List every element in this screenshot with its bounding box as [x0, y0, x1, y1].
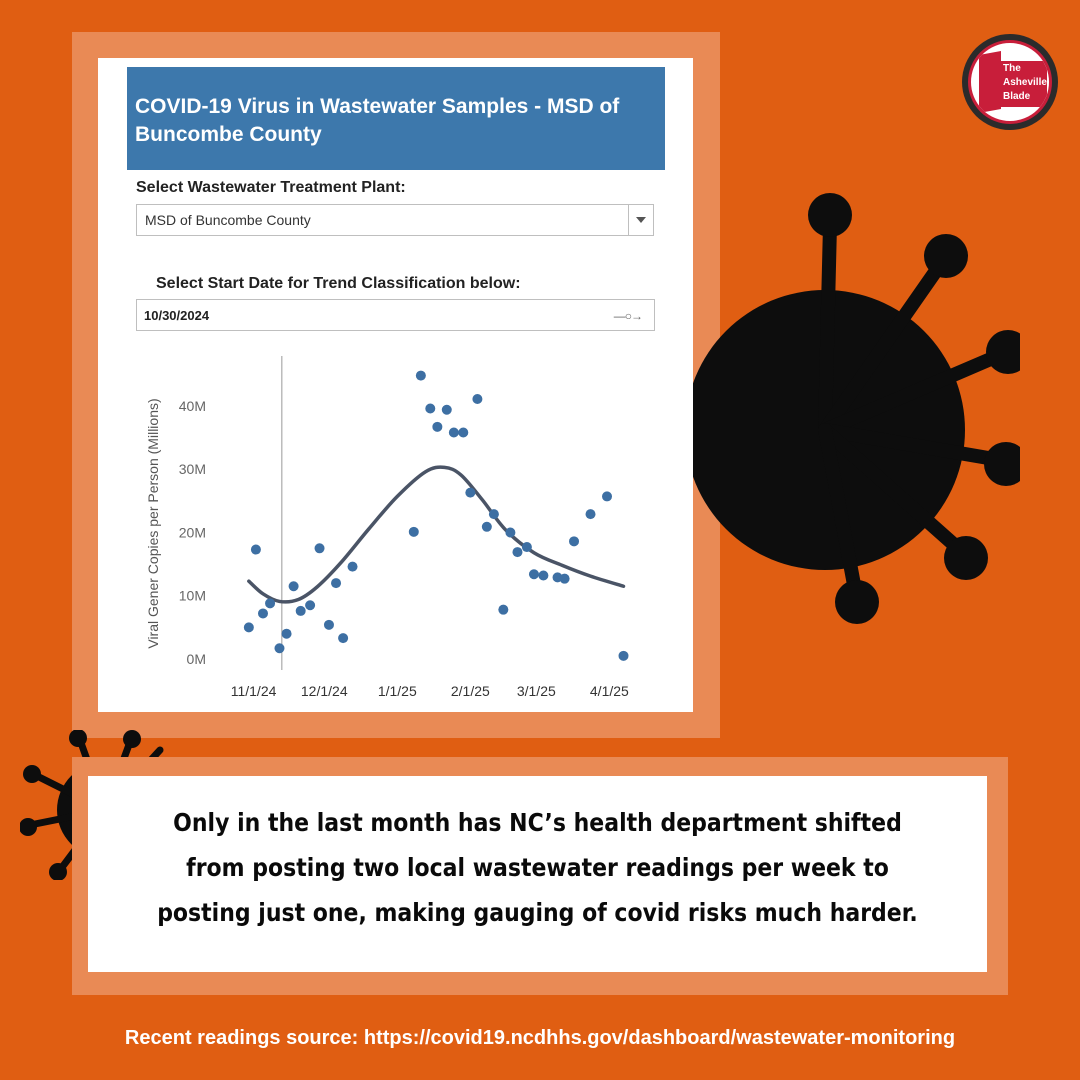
data-point	[408, 526, 419, 537]
y-tick-label: 30M	[179, 461, 206, 477]
data-point	[338, 633, 349, 644]
slider-icon[interactable]: —○→	[613, 309, 643, 323]
data-point	[465, 487, 476, 498]
x-tick-label: 4/1/25	[590, 683, 629, 699]
data-point	[281, 628, 292, 639]
y-tick-label: 0M	[187, 651, 206, 667]
blade-logo-icon: The Asheville Blade	[962, 34, 1058, 130]
start-date-input[interactable]: 10/30/2024 —○→	[136, 299, 655, 331]
data-point	[559, 573, 570, 584]
y-axis-label: Viral Gener Copies per Person (Millions)	[145, 398, 161, 648]
data-point	[602, 491, 613, 502]
chevron-down-icon[interactable]	[628, 205, 653, 235]
data-point	[528, 569, 539, 580]
data-point	[618, 650, 629, 661]
data-point	[265, 598, 276, 609]
data-point	[347, 561, 358, 572]
data-point	[331, 578, 342, 589]
logo-line-1: The	[1003, 63, 1021, 74]
plant-select-label: Select Wastewater Treatment Plant:	[136, 179, 406, 196]
data-point	[274, 643, 285, 654]
logo-line-2: Asheville	[1003, 77, 1047, 88]
data-point	[472, 393, 483, 404]
scatter-chart: Viral Gener Copies per Person (Millions)…	[145, 356, 629, 699]
plant-select-value: MSD of Buncombe County	[145, 212, 311, 228]
x-tick-label: 1/1/25	[378, 683, 417, 699]
trend-line	[247, 465, 626, 604]
data-point	[569, 536, 580, 547]
data-point	[448, 427, 459, 438]
data-point	[305, 600, 316, 611]
x-tick-label: 2/1/25	[451, 683, 490, 699]
x-tick-label: 12/1/24	[301, 683, 348, 699]
x-tick-label: 3/1/25	[517, 683, 556, 699]
data-point	[512, 547, 523, 558]
y-tick-label: 10M	[179, 588, 206, 604]
logo-line-3: Blade	[1003, 91, 1031, 102]
x-tick-label: 11/1/24	[231, 683, 277, 699]
virus-icon	[685, 193, 1020, 624]
data-point	[505, 527, 516, 538]
logo-text: The Asheville Blade	[1001, 61, 1047, 107]
data-point	[441, 404, 452, 415]
data-point	[481, 521, 492, 532]
chart-title: COVID-19 Virus in Wastewater Samples - M…	[127, 67, 665, 170]
dashboard-card: COVID-19 Virus in Wastewater Samples - M…	[98, 58, 693, 712]
data-point	[257, 608, 268, 619]
data-point	[498, 604, 509, 615]
data-point	[521, 542, 532, 553]
data-point	[458, 427, 469, 438]
data-point	[488, 509, 499, 520]
data-point	[585, 509, 596, 520]
data-point	[295, 605, 306, 616]
y-tick-label: 20M	[179, 524, 206, 540]
data-point	[314, 543, 325, 554]
data-point	[432, 421, 443, 432]
start-date-label: Select Start Date for Trend Classificati…	[156, 275, 521, 292]
data-point	[425, 403, 436, 414]
logo-badge: The Asheville Blade	[968, 40, 1052, 124]
data-point	[288, 581, 299, 592]
data-point	[323, 619, 334, 630]
data-point	[415, 370, 426, 381]
data-point	[243, 622, 254, 633]
caption-box: Only in the last month has NC’s health d…	[88, 776, 987, 972]
data-point	[250, 544, 261, 555]
data-point	[538, 570, 549, 581]
logo-blade-shape	[979, 51, 1001, 113]
start-date-value: 10/30/2024	[144, 308, 210, 323]
y-tick-label: 40M	[179, 398, 206, 414]
caption-text: Only in the last month has NC’s health d…	[157, 808, 918, 927]
plant-select[interactable]: MSD of Buncombe County	[136, 204, 654, 236]
source-credit: Recent readings source: https://covid19.…	[124, 1027, 956, 1049]
